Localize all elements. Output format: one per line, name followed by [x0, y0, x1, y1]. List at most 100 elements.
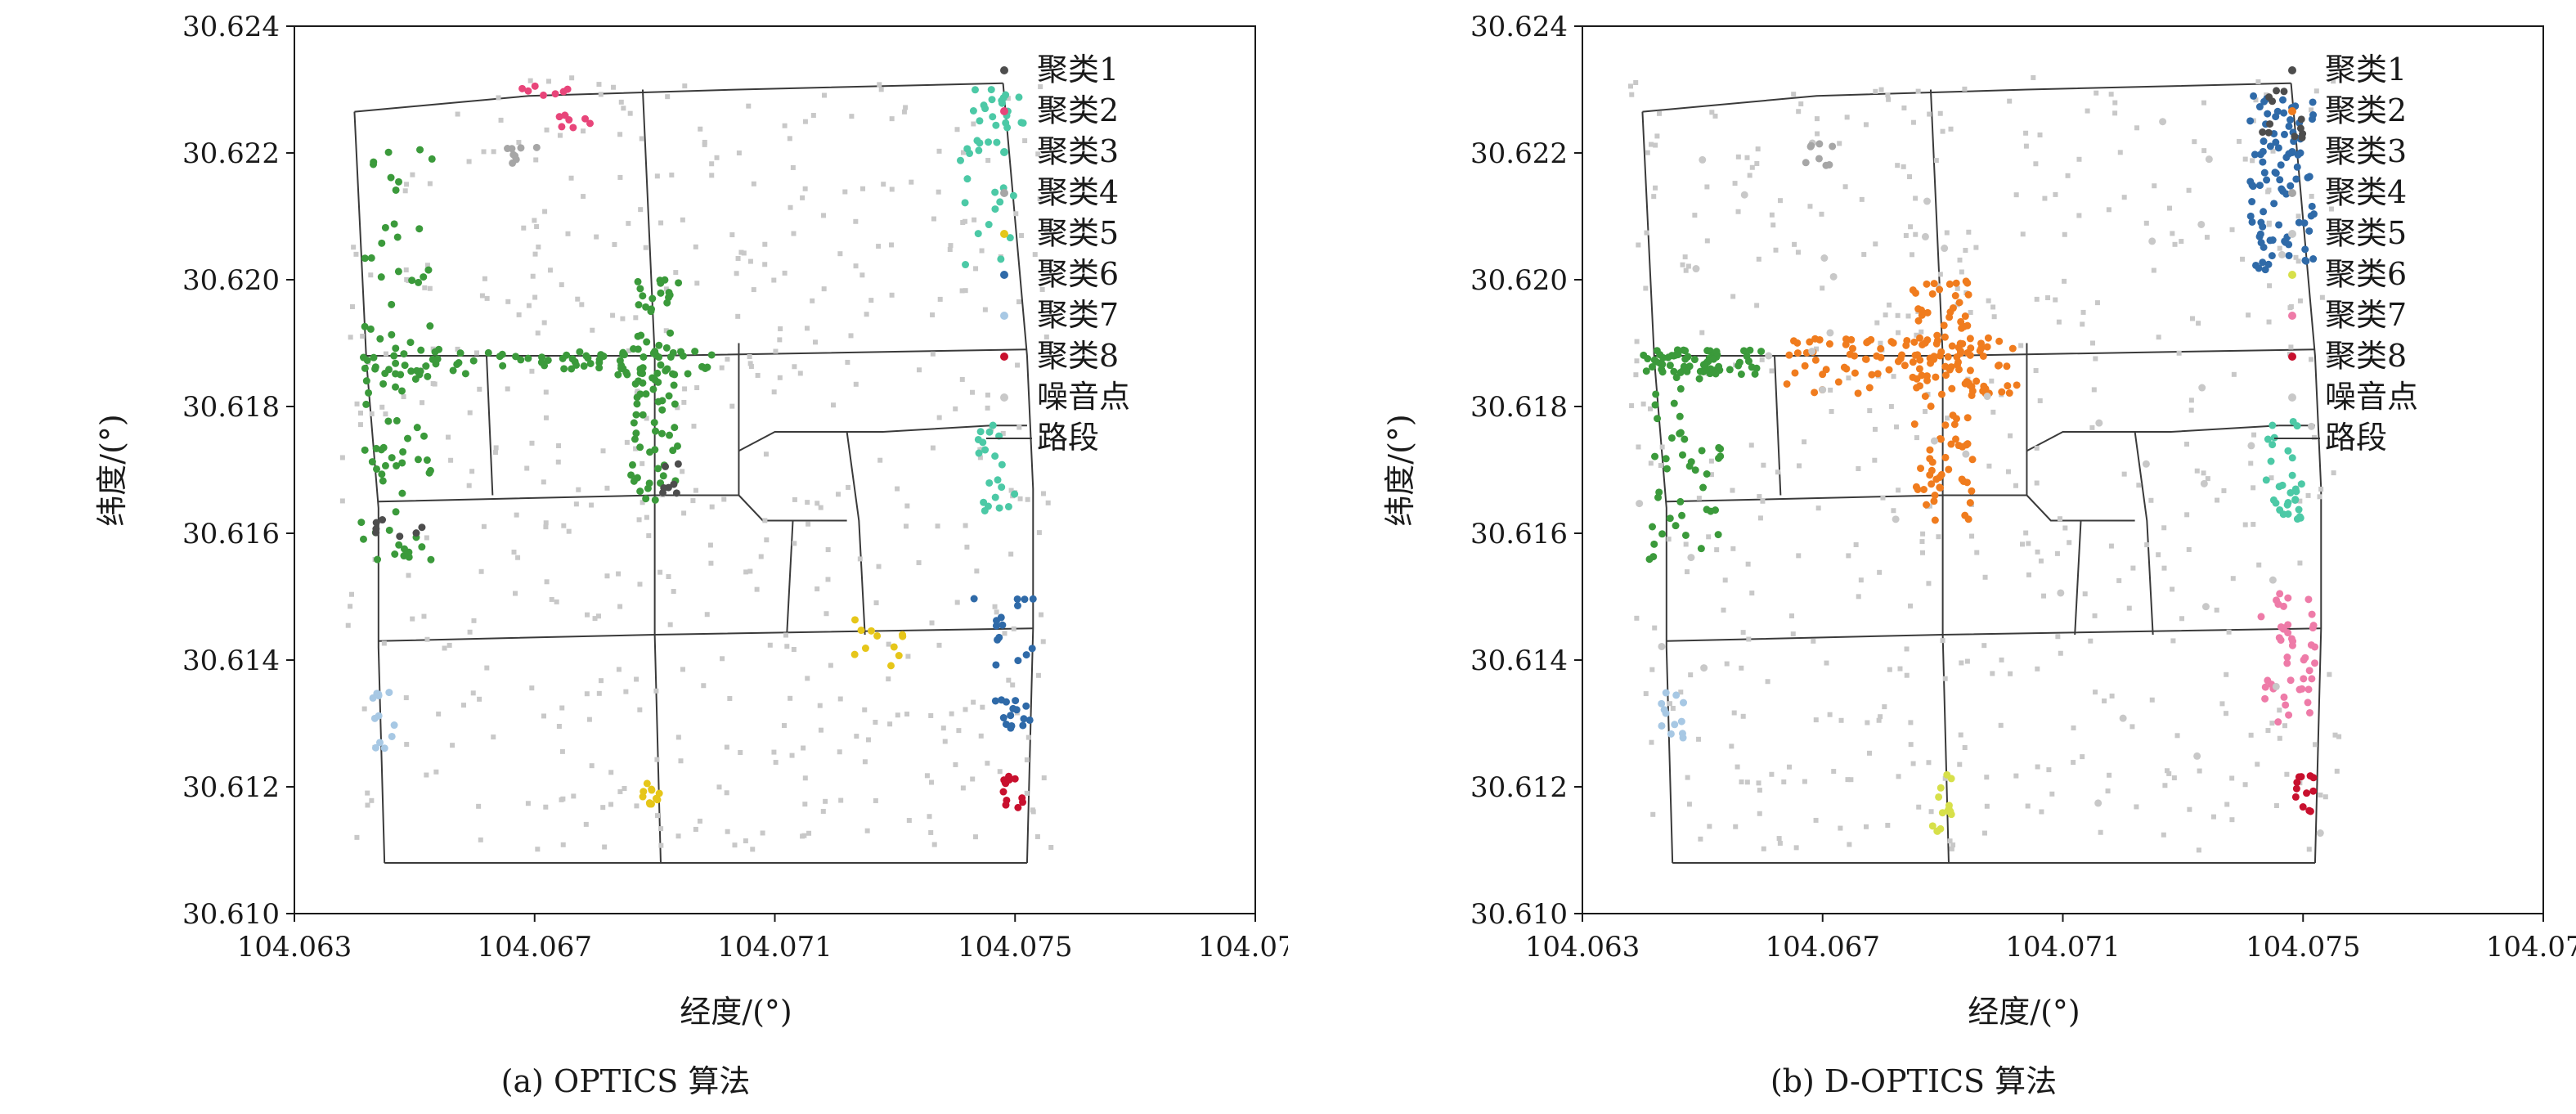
data-point	[1730, 546, 1736, 551]
data-point	[963, 218, 968, 224]
data-point	[2231, 371, 2237, 377]
data-point	[2297, 498, 2303, 504]
data-point	[1837, 141, 1842, 146]
data-point	[2256, 230, 2264, 238]
data-point	[1759, 357, 1765, 362]
data-point	[2020, 231, 2026, 237]
x-tick-label: 104.071	[717, 931, 832, 964]
data-point	[365, 389, 373, 397]
data-point	[539, 91, 547, 99]
data-point	[1874, 320, 1880, 326]
data-point	[802, 186, 808, 191]
data-point	[877, 457, 883, 463]
data-point	[1649, 141, 1654, 147]
data-point	[1653, 185, 1658, 191]
data-point	[2308, 675, 2316, 683]
data-point	[2287, 676, 2295, 685]
data-point	[1746, 346, 1754, 354]
data-point	[974, 568, 980, 574]
data-point	[626, 348, 632, 353]
data-point	[1651, 194, 1657, 200]
data-point	[818, 727, 824, 733]
data-point	[1756, 256, 1761, 262]
data-point	[2280, 693, 2288, 701]
data-point	[2156, 335, 2161, 340]
data-point	[1923, 409, 1928, 415]
data-point	[2296, 124, 2304, 133]
data-point	[2288, 344, 2294, 350]
data-point	[1931, 516, 1939, 524]
data-point	[953, 761, 958, 767]
y-tick-label: 30.614	[182, 645, 280, 677]
data-point	[1791, 369, 1799, 377]
data-point	[697, 818, 702, 824]
legend-label: 聚类7	[2325, 297, 2407, 333]
data-point	[1853, 542, 1859, 548]
data-point	[1658, 463, 1663, 469]
data-point	[657, 569, 663, 575]
data-point	[2071, 760, 2076, 766]
data-point	[789, 752, 795, 758]
data-point	[890, 643, 898, 651]
data-point	[904, 503, 910, 509]
data-point	[1915, 382, 1923, 390]
data-point	[1790, 631, 1796, 637]
data-point	[969, 106, 977, 115]
data-point	[668, 370, 676, 378]
data-point	[2170, 586, 2175, 592]
legend-marker	[1000, 393, 1008, 402]
data-point	[456, 349, 464, 357]
data-point	[658, 826, 664, 832]
data-point	[1962, 86, 1968, 92]
data-point	[349, 303, 355, 309]
data-point	[792, 364, 797, 370]
data-point	[1652, 625, 1658, 631]
data-point	[1958, 732, 1963, 738]
data-point	[1915, 365, 1923, 373]
data-point	[594, 234, 599, 240]
data-point	[461, 370, 469, 378]
data-point	[992, 661, 1000, 669]
data-point	[1793, 845, 1799, 851]
data-point	[436, 711, 442, 716]
data-point	[1873, 241, 1878, 247]
data-point	[1749, 164, 1755, 170]
data-point	[442, 645, 447, 651]
data-point	[1963, 441, 1971, 449]
data-point	[1022, 138, 1028, 144]
road-segment	[846, 431, 866, 636]
legend-label: 聚类7	[1037, 297, 1119, 333]
data-point	[1930, 437, 1938, 445]
data-point	[395, 541, 403, 549]
data-point	[2275, 221, 2283, 229]
data-point	[970, 776, 976, 782]
data-point	[379, 404, 385, 410]
data-point	[2327, 356, 2333, 362]
data-point	[1842, 340, 1850, 348]
data-point	[371, 743, 379, 752]
data-point	[1739, 665, 1744, 671]
data-point	[1940, 321, 1948, 330]
data-point	[916, 367, 922, 373]
data-point	[1950, 420, 1959, 429]
data-point	[654, 813, 660, 819]
data-point	[433, 769, 439, 775]
data-point	[991, 205, 999, 213]
data-point	[2266, 142, 2274, 150]
data-point	[1941, 371, 1950, 380]
data-point	[2035, 764, 2040, 770]
data-point	[2264, 676, 2272, 685]
data-point	[2170, 231, 2175, 236]
data-point	[2023, 143, 2029, 149]
data-point	[1955, 299, 1963, 307]
data-point	[402, 188, 408, 194]
data-point	[1679, 734, 1687, 742]
data-point	[1034, 833, 1040, 839]
data-point	[1730, 487, 1735, 493]
data-point	[2274, 718, 2282, 726]
data-point	[339, 498, 345, 504]
data-point	[2308, 202, 2316, 210]
legend-label: 聚类5	[1037, 215, 1119, 251]
data-point	[1681, 435, 1689, 443]
